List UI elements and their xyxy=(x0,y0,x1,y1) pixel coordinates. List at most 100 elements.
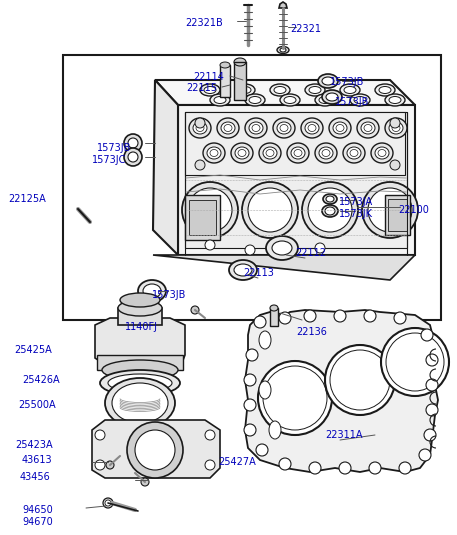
Circle shape xyxy=(390,118,400,128)
Ellipse shape xyxy=(305,122,319,134)
Ellipse shape xyxy=(385,94,405,106)
Bar xyxy=(270,308,278,326)
Polygon shape xyxy=(185,112,405,175)
Bar xyxy=(385,195,410,235)
Circle shape xyxy=(394,312,406,324)
Ellipse shape xyxy=(102,360,178,380)
Text: 1140FJ: 1140FJ xyxy=(125,322,158,332)
Ellipse shape xyxy=(120,293,160,307)
Ellipse shape xyxy=(210,149,218,157)
Text: 25425A: 25425A xyxy=(14,345,52,355)
Circle shape xyxy=(334,310,346,322)
Ellipse shape xyxy=(343,143,365,163)
Ellipse shape xyxy=(277,122,291,134)
Ellipse shape xyxy=(344,87,356,94)
Ellipse shape xyxy=(326,196,334,202)
Circle shape xyxy=(390,160,400,170)
Ellipse shape xyxy=(207,147,221,159)
Circle shape xyxy=(256,444,268,456)
Circle shape xyxy=(258,361,332,435)
Circle shape xyxy=(369,462,381,474)
Ellipse shape xyxy=(318,74,338,88)
Circle shape xyxy=(330,350,390,410)
Bar xyxy=(234,62,246,100)
Ellipse shape xyxy=(266,236,298,260)
Polygon shape xyxy=(155,80,415,105)
Ellipse shape xyxy=(277,47,289,54)
Text: 22311A: 22311A xyxy=(325,430,362,440)
Ellipse shape xyxy=(270,305,278,311)
Text: 25426A: 25426A xyxy=(22,375,59,385)
Ellipse shape xyxy=(259,381,271,399)
Circle shape xyxy=(381,328,449,396)
Circle shape xyxy=(419,449,431,461)
Circle shape xyxy=(426,354,438,366)
Circle shape xyxy=(424,429,436,441)
Text: 22100: 22100 xyxy=(398,205,429,215)
Ellipse shape xyxy=(378,149,386,157)
Ellipse shape xyxy=(238,149,246,157)
Ellipse shape xyxy=(294,149,302,157)
Ellipse shape xyxy=(128,138,138,148)
Ellipse shape xyxy=(263,147,277,159)
Ellipse shape xyxy=(322,77,334,85)
Ellipse shape xyxy=(385,118,407,138)
Ellipse shape xyxy=(389,122,403,134)
Ellipse shape xyxy=(357,118,379,138)
Ellipse shape xyxy=(329,118,351,138)
Polygon shape xyxy=(245,310,438,472)
Circle shape xyxy=(426,379,438,391)
Ellipse shape xyxy=(322,90,342,104)
Bar xyxy=(220,65,230,97)
Ellipse shape xyxy=(350,149,358,157)
Polygon shape xyxy=(153,255,415,280)
Ellipse shape xyxy=(354,96,366,103)
Ellipse shape xyxy=(100,370,180,396)
Ellipse shape xyxy=(284,96,296,103)
Ellipse shape xyxy=(266,149,274,157)
Ellipse shape xyxy=(189,118,211,138)
Circle shape xyxy=(315,243,325,253)
Circle shape xyxy=(426,404,438,416)
Circle shape xyxy=(205,460,215,470)
Text: 1573JB: 1573JB xyxy=(330,77,364,87)
Circle shape xyxy=(195,160,205,170)
Circle shape xyxy=(105,500,111,506)
Text: 1573JB: 1573JB xyxy=(335,97,369,107)
Circle shape xyxy=(246,349,258,361)
Circle shape xyxy=(244,399,256,411)
Bar xyxy=(97,355,183,370)
Circle shape xyxy=(245,245,255,255)
Circle shape xyxy=(386,333,444,391)
Ellipse shape xyxy=(239,87,251,94)
Ellipse shape xyxy=(229,260,257,280)
Ellipse shape xyxy=(196,125,204,132)
Ellipse shape xyxy=(221,122,235,134)
Ellipse shape xyxy=(309,87,321,94)
Ellipse shape xyxy=(249,122,263,134)
Ellipse shape xyxy=(392,125,400,132)
Ellipse shape xyxy=(128,152,138,162)
Circle shape xyxy=(309,462,321,474)
Circle shape xyxy=(364,310,376,322)
Ellipse shape xyxy=(124,148,142,166)
Circle shape xyxy=(279,312,291,324)
Ellipse shape xyxy=(280,94,300,106)
Ellipse shape xyxy=(375,147,389,159)
Ellipse shape xyxy=(379,87,391,94)
Circle shape xyxy=(362,182,418,238)
Text: 25500A: 25500A xyxy=(18,400,56,410)
Circle shape xyxy=(279,458,291,470)
Circle shape xyxy=(325,345,395,415)
Ellipse shape xyxy=(269,421,281,439)
Ellipse shape xyxy=(308,125,316,132)
Ellipse shape xyxy=(371,143,393,163)
Ellipse shape xyxy=(259,143,281,163)
Circle shape xyxy=(106,461,114,469)
Circle shape xyxy=(188,188,232,232)
Circle shape xyxy=(248,188,292,232)
Bar xyxy=(388,199,407,231)
Ellipse shape xyxy=(325,207,335,215)
Ellipse shape xyxy=(364,125,372,132)
Bar xyxy=(185,112,407,248)
